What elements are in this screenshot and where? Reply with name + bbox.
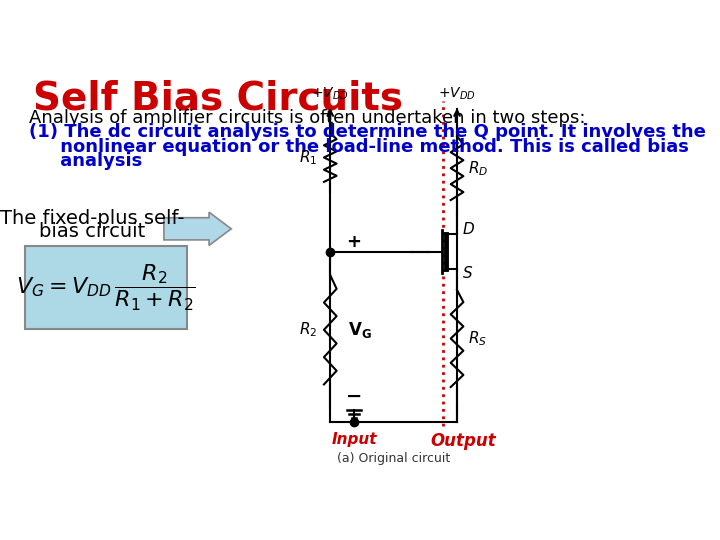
Text: (1) The dc circuit analysis to determine the Q point. It involves the: (1) The dc circuit analysis to determine… [30,124,706,141]
Text: $R_1$: $R_1$ [300,148,318,167]
Text: bias circuit: bias circuit [40,222,145,241]
Text: The fixed-plus self-: The fixed-plus self- [0,209,185,228]
Text: +: + [346,233,361,251]
Text: (a) Original circuit: (a) Original circuit [337,452,450,465]
Text: $+V_{DD}$: $+V_{DD}$ [438,86,476,102]
Text: analysis: analysis [30,152,143,170]
Text: Input: Input [331,431,377,447]
Text: $R_S$: $R_S$ [468,329,487,348]
FancyBboxPatch shape [25,246,187,329]
Text: $\mathbf{V_G}$: $\mathbf{V_G}$ [348,320,372,340]
Text: D: D [462,222,474,237]
Text: Analysis of amplifier circuits is often undertaken in two steps:: Analysis of amplifier circuits is often … [30,109,585,127]
Text: S: S [462,266,472,281]
FancyArrow shape [164,212,231,246]
Text: $R_2$: $R_2$ [300,320,318,339]
Text: $+V_{DD}$: $+V_{DD}$ [312,86,349,102]
Text: $R_D$: $R_D$ [468,159,488,178]
Text: −: − [346,387,362,406]
Text: nonlinear equation or the load-line method. This is called bias: nonlinear equation or the load-line meth… [30,138,689,156]
Text: Output: Output [431,431,496,450]
Text: $V_G = V_{DD}\,\dfrac{R_2}{R_1 + R_2}$: $V_G = V_{DD}\,\dfrac{R_2}{R_1 + R_2}$ [16,262,196,313]
Text: Self Bias Circuits: Self Bias Circuits [33,80,403,118]
